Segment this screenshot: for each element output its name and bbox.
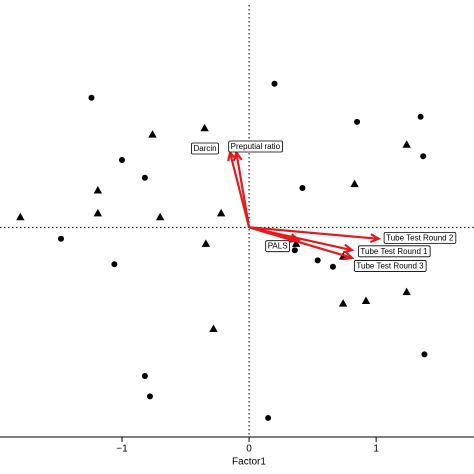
vector-label-box	[191, 142, 219, 155]
circle-point	[118, 157, 125, 164]
triangle-point	[201, 239, 211, 247]
circle-point	[417, 113, 424, 120]
vector-arrow	[235, 152, 251, 228]
circle-point	[329, 263, 336, 270]
triangle-point	[93, 208, 103, 217]
circle-point	[354, 118, 361, 125]
triangle-point	[291, 239, 301, 247]
triangle-point	[361, 296, 371, 305]
circle-point	[291, 247, 298, 254]
vector-label-box	[354, 260, 427, 272]
triangle-point	[338, 299, 348, 307]
vector-label-box	[383, 231, 457, 244]
vector-label: Tube Test Round 1	[360, 247, 428, 256]
circle-point	[57, 235, 64, 242]
triangle-point	[402, 140, 411, 148]
circle-point	[111, 261, 118, 268]
triangle-point	[402, 287, 411, 296]
circle-point	[88, 94, 95, 101]
circle-point	[421, 351, 428, 358]
circle-point	[141, 174, 148, 181]
circle-point	[314, 257, 321, 264]
circle-point	[420, 153, 427, 160]
x-tick-label: 1	[373, 444, 379, 455]
circle-point	[271, 80, 278, 87]
vector-label: Preputial ratio	[231, 142, 281, 151]
triangle-point	[200, 123, 209, 132]
circle-point	[265, 414, 272, 421]
vector-label: PALS	[268, 242, 288, 251]
vector-arrow	[248, 226, 299, 242]
loading-vector: Tube Test Round 2	[248, 226, 457, 244]
circle-point	[141, 373, 148, 380]
vector-label-box	[265, 240, 290, 253]
vector-label-box	[228, 140, 283, 153]
vector-label-box	[358, 245, 431, 258]
vector-arrow	[248, 226, 379, 240]
triangle-point	[209, 324, 218, 332]
vector-label: Tube Test Round 3	[356, 261, 424, 270]
loading-vector: Darcin	[191, 142, 251, 228]
circle-point	[299, 184, 306, 191]
triangle-point	[16, 212, 25, 221]
x-tick-label: −1	[116, 444, 128, 455]
loading-vector: PALS	[248, 226, 302, 253]
triangle-point	[155, 212, 165, 221]
triangle-point	[350, 179, 359, 188]
vector-arrowhead	[342, 250, 355, 261]
vector-label: Darcin	[193, 144, 216, 153]
vector-arrowhead	[369, 233, 382, 244]
circle-point	[146, 393, 153, 400]
vector-label: Tube Test Round 2	[386, 233, 454, 242]
triangle-point	[216, 208, 226, 217]
triangle-point	[93, 186, 103, 194]
x-axis-label: Factor1	[232, 457, 266, 468]
x-tick-label: 0	[246, 444, 252, 455]
loading-vector: Preputial ratio	[228, 140, 283, 228]
triangle-point	[148, 130, 157, 138]
vector-arrowhead	[289, 233, 302, 243]
